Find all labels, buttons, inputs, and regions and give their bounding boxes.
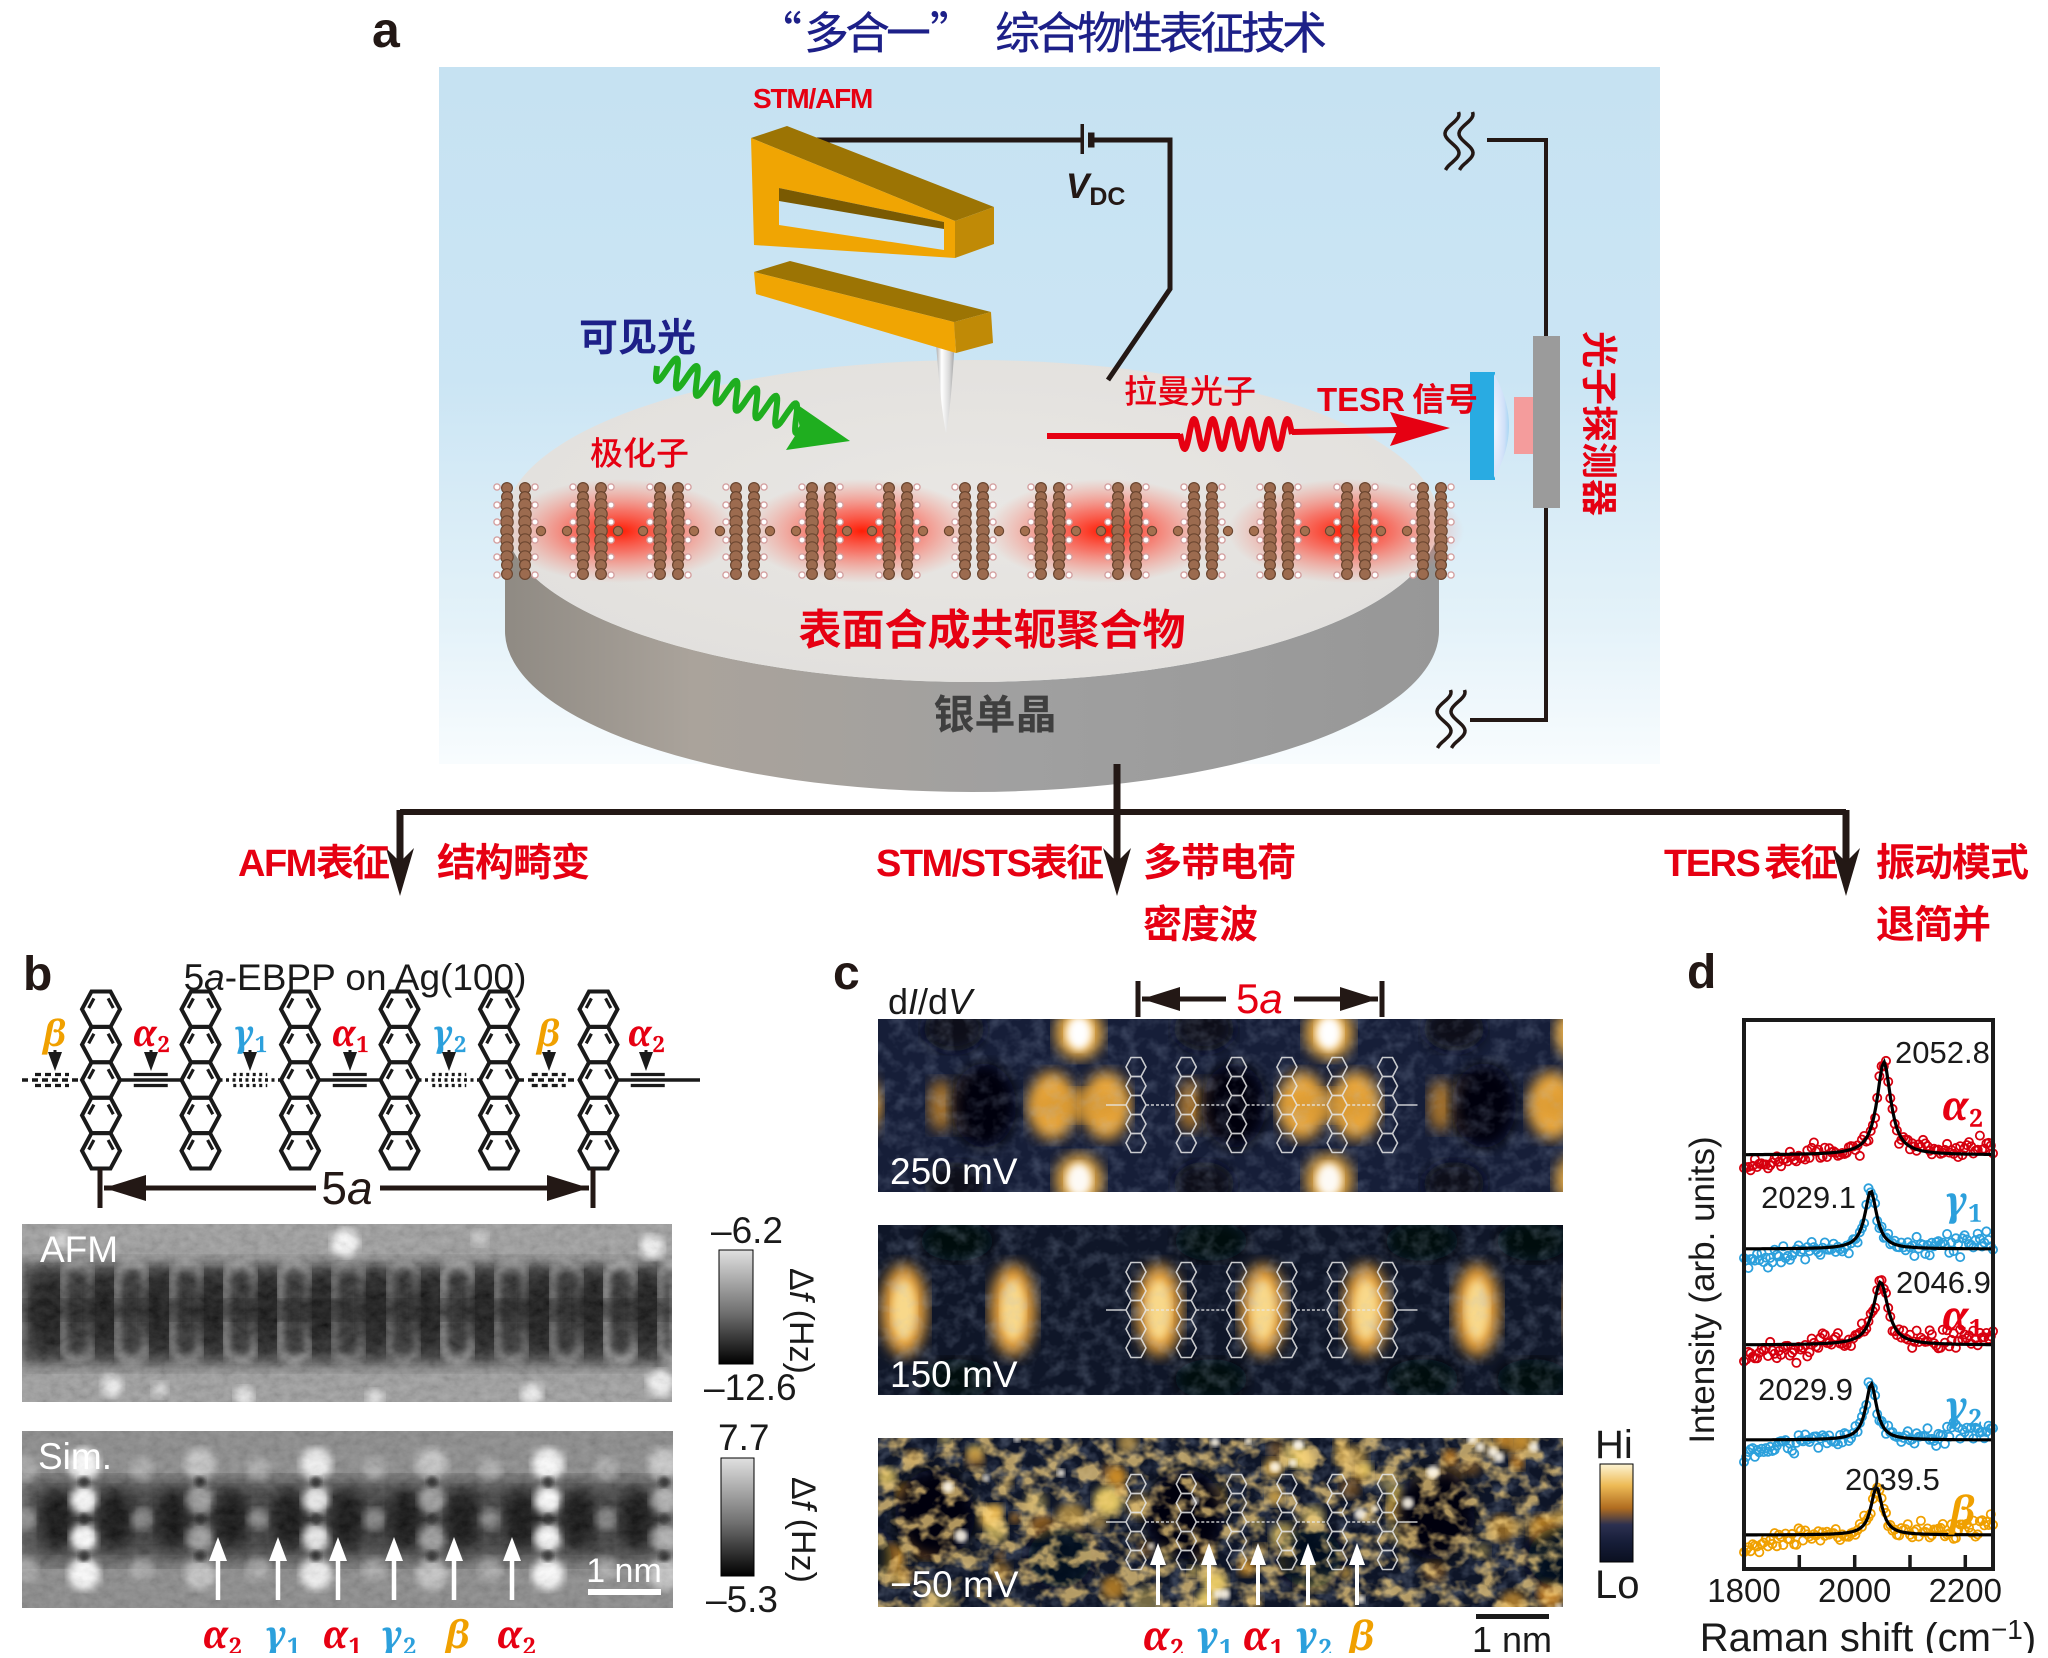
- svg-text:Raman shift (cm−1): Raman shift (cm−1): [1700, 1614, 2036, 1653]
- svg-text:2046.9: 2046.9: [1896, 1265, 1991, 1300]
- svg-text:dI/dV: dI/dV: [888, 981, 975, 1022]
- svg-text:Δf (Hz): Δf (Hz): [784, 1477, 822, 1583]
- svg-text:Intensity (arb. units): Intensity (arb. units): [1683, 1136, 1722, 1443]
- svg-text:150 mV: 150 mV: [890, 1354, 1018, 1395]
- svg-text:AFM: AFM: [238, 843, 316, 885]
- svg-text:2029.9: 2029.9: [1758, 1372, 1853, 1407]
- svg-text:d: d: [1687, 946, 1716, 999]
- svg-text:–5.3: –5.3: [706, 1579, 778, 1620]
- svg-text:AFM: AFM: [40, 1229, 118, 1270]
- svg-text:Lo: Lo: [1595, 1563, 1640, 1607]
- svg-text:b: b: [23, 948, 52, 1001]
- svg-text:STM/STS: STM/STS: [876, 843, 1030, 885]
- svg-text:5a-EBPP on Ag(100): 5a-EBPP on Ag(100): [184, 957, 527, 998]
- svg-text:–6.2: –6.2: [711, 1210, 783, 1251]
- svg-text:7.7: 7.7: [718, 1417, 769, 1458]
- svg-text:–12.6: –12.6: [704, 1367, 797, 1408]
- svg-text:250 mV: 250 mV: [890, 1151, 1018, 1192]
- svg-text:1800: 1800: [1707, 1572, 1780, 1609]
- svg-text:Sim.: Sim.: [38, 1436, 112, 1477]
- svg-text:TERS: TERS: [1664, 843, 1760, 885]
- svg-text:1 nm: 1 nm: [586, 1552, 662, 1590]
- svg-text:2029.1: 2029.1: [1761, 1180, 1856, 1215]
- svg-text:2000: 2000: [1818, 1572, 1891, 1609]
- svg-text:−50 mV: −50 mV: [890, 1564, 1019, 1605]
- svg-text:TESR: TESR: [1317, 381, 1405, 418]
- svg-text:a: a: [372, 2, 401, 58]
- svg-text:2200: 2200: [1929, 1572, 2002, 1609]
- svg-text:2052.8: 2052.8: [1895, 1035, 1990, 1070]
- svg-text:1 nm: 1 nm: [1472, 1619, 1552, 1653]
- svg-text:c: c: [833, 947, 860, 1000]
- svg-text:5a: 5a: [321, 1162, 372, 1214]
- svg-text:2039.5: 2039.5: [1845, 1462, 1940, 1497]
- svg-text:Hi: Hi: [1595, 1423, 1633, 1467]
- svg-text:5a: 5a: [1236, 975, 1283, 1022]
- svg-text:Δf (Hz): Δf (Hz): [782, 1268, 820, 1374]
- svg-text:STM/AFM: STM/AFM: [753, 83, 872, 114]
